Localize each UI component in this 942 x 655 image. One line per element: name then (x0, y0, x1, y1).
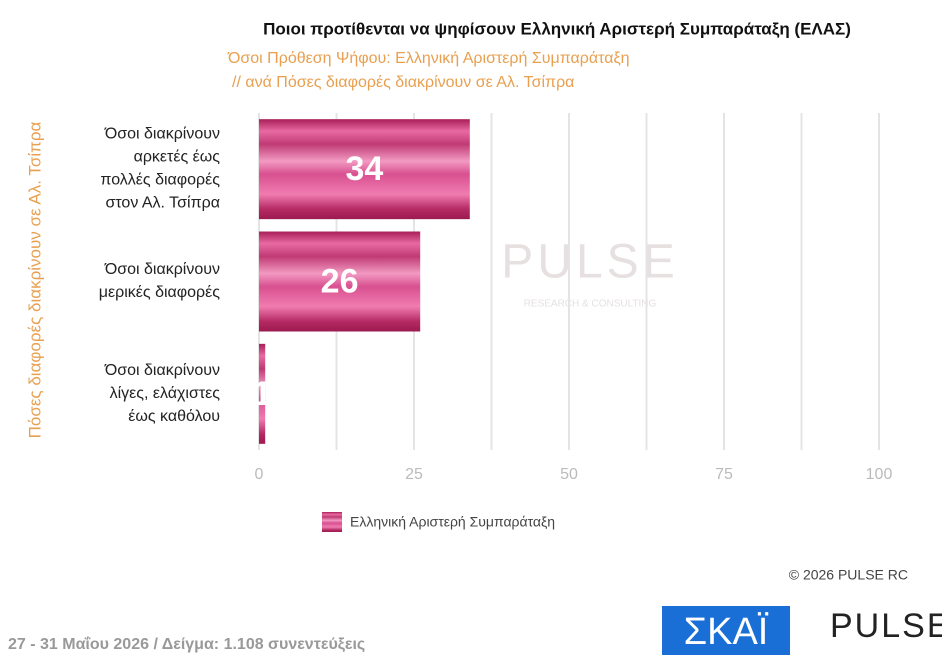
logo: ΣΚΑΪ (684, 611, 769, 653)
bar (259, 343, 266, 444)
watermark: PULSE (501, 236, 678, 289)
copyright: © 2026 PULSE RC (789, 567, 908, 583)
bar (259, 231, 421, 332)
logo: PULSE (830, 607, 942, 645)
y-tick-label: Όσοι διακρίνουν μερικές διαφορές (99, 261, 221, 301)
x-tick-label: 25 (405, 466, 423, 483)
y-tick-label: Όσοι διακρίνουν αρκετές έως πολλές διαφορέ… (100, 126, 220, 212)
data-label: 26 (321, 262, 359, 300)
bar (259, 119, 470, 220)
x-tick-label: 100 (866, 466, 893, 483)
watermark: RESEARCH & CONSULTING (524, 299, 657, 310)
x-tick-label: 0 (255, 466, 264, 483)
chart-title: Ποιοι προτίθενται να ψηφίσουν Ελληνική Α… (263, 19, 851, 38)
y-tick-label: Όσοι διακρίνουν λίγες, ελάχιστες έως καθόλ… (104, 362, 220, 425)
footer: 27 - 31 Μαΐου 2026 / Δείγμα: 1.108 συνεν… (8, 636, 365, 653)
y-axis-label: Πόσες διαφορές διακρίνουν σε Αλ. Τσίπρα (25, 121, 44, 438)
data-label: 1 (253, 375, 272, 413)
legend-label: Ελληνική Αριστερή Συμπαράταξη (350, 514, 555, 530)
legend-swatch (322, 512, 342, 532)
x-tick-label: 50 (560, 466, 578, 483)
subtitle: // ανά Πόσες διαφορές διακρίνουν σε Αλ. … (232, 74, 574, 91)
logo-bg (662, 606, 790, 655)
data-label: 34 (345, 150, 383, 188)
x-tick-label: 75 (715, 466, 733, 483)
subtitle: Όσοι Πρόθεση Ψήφου: Ελληνική Αριστερή Συ… (227, 50, 630, 67)
